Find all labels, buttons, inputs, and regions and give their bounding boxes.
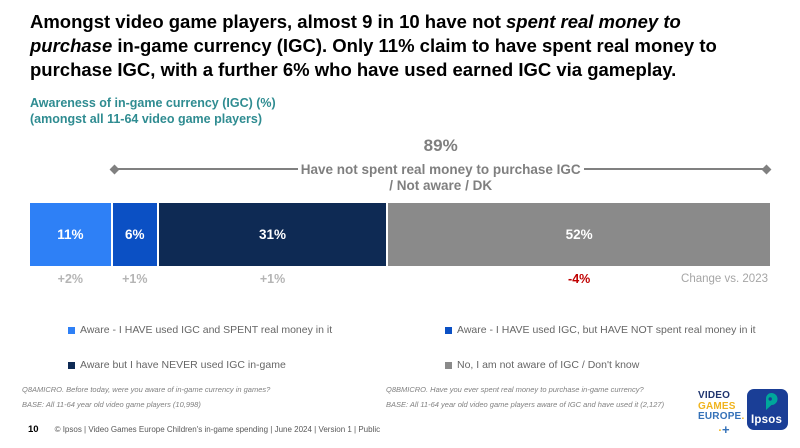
- bracket-wrap: 89% Have not spent real money to purchas…: [30, 136, 772, 193]
- chart-subtitle-line2: (amongst all 11-64 video game players): [30, 112, 263, 126]
- legend-label: No, I am not aware of IGC / Don't know: [457, 359, 640, 371]
- footnote-left: Q8AMICRO. Before today, were you aware o…: [22, 382, 270, 412]
- legend-item-4: No, I am not aware of IGC / Don't know: [445, 359, 756, 371]
- legend-marker-icon: [68, 361, 75, 369]
- page-title-line: Amongst video game players, almost 9 in …: [30, 11, 681, 32]
- copyright-text: © Ipsos | Video Games Europe Children's …: [54, 425, 381, 434]
- bar-segment-3: 31%: [158, 203, 387, 266]
- legend-label: Aware - I HAVE used IGC, but HAVE NOT sp…: [457, 324, 756, 336]
- bar-segment-2: 6%: [112, 203, 157, 266]
- arrow-left-icon: [109, 164, 120, 174]
- change-label-2: +1%: [122, 272, 148, 286]
- vge-logo-line2: GAMES: [698, 400, 736, 412]
- footnote-right-base: BASE: All 11-64 year old video game play…: [386, 400, 665, 409]
- video-games-europe-logo: VIDEO GAMES EUROPE. ·+: [698, 390, 750, 437]
- footnote-right-question: Q8BMICRO. Have you ever spent real money…: [386, 385, 644, 394]
- arrow-line-left: [118, 168, 298, 170]
- legend-item-2: Aware - I HAVE used IGC, but HAVE NOT sp…: [445, 324, 756, 336]
- change-caption: Change vs. 2023: [681, 273, 768, 285]
- ipsos-logo-text: Ipsos: [751, 414, 783, 426]
- bracket-label-line1: Have not spent real money to purchase IG…: [300, 161, 581, 177]
- ipsos-logo: Ipsos: [747, 389, 788, 430]
- vge-plus-icon: +: [722, 421, 730, 437]
- arrow-right-icon: [761, 164, 772, 174]
- total-value: 89%: [423, 136, 458, 155]
- legend-marker-icon: [445, 361, 452, 369]
- page-title-line: purchase IGC, with a further 6% who have…: [30, 59, 677, 80]
- footnote-left-base: BASE: All 11-64 year old video game play…: [22, 400, 201, 409]
- page-title: Amongst video game players, almost 9 in …: [30, 10, 780, 82]
- change-label-3: +1%: [259, 272, 286, 286]
- legend-label: Aware but I have NEVER used IGC in-game: [80, 359, 286, 371]
- chart-subtitle: Awareness of in-game currency (IGC) (%) …: [30, 95, 276, 127]
- legend-item-1: Aware - I HAVE used IGC and SPENT real m…: [68, 324, 445, 336]
- footer: 10 © Ipsos | Video Games Europe Children…: [28, 424, 380, 435]
- legend: Aware - I HAVE used IGC and SPENT real m…: [68, 324, 756, 371]
- total-bracket: 89% Have not spent real money to purchas…: [109, 136, 772, 193]
- footnote-right: Q8BMICRO. Have you ever spent real money…: [386, 382, 664, 412]
- bracket-label-line2: / Not aware / DK: [389, 178, 493, 193]
- change-label-1: +2%: [57, 272, 84, 286]
- change-label-4: -4%: [568, 272, 591, 286]
- bar-segment-4: 52%: [388, 203, 771, 266]
- legend-label: Aware - I HAVE used IGC and SPENT real m…: [80, 324, 333, 336]
- legend-marker-icon: [68, 326, 75, 334]
- page-title-line: purchase in-game currency (IGC). Only 11…: [30, 35, 717, 56]
- vge-yellow-dot-icon: .: [741, 411, 745, 422]
- vge-logo-line3: EUROPE.: [698, 411, 745, 422]
- page-number: 10: [28, 424, 39, 435]
- vge-plus-dot-icon: ·: [718, 424, 723, 437]
- footnote-left-question: Q8AMICRO. Before today, were you aware o…: [22, 385, 271, 394]
- legend-item-3: Aware but I have NEVER used IGC in-game: [68, 359, 445, 371]
- chart-subtitle-line1: Awareness of in-game currency (IGC) (%): [30, 96, 276, 110]
- change-row: +2% +1% +1% -4%: [30, 272, 770, 286]
- bracket-arrow: Have not spent real money to purchase IG…: [109, 161, 772, 177]
- bar-segment-1: 11%: [30, 203, 111, 266]
- vge-plus-row: ·+: [698, 421, 750, 437]
- vge-logo-line1: VIDEO: [698, 390, 731, 401]
- arrow-line-right: [583, 168, 763, 170]
- ipsos-figure-icon: [766, 393, 778, 410]
- stacked-bar: 11% 6% 31% 52%: [30, 203, 771, 266]
- legend-marker-icon: [445, 326, 452, 334]
